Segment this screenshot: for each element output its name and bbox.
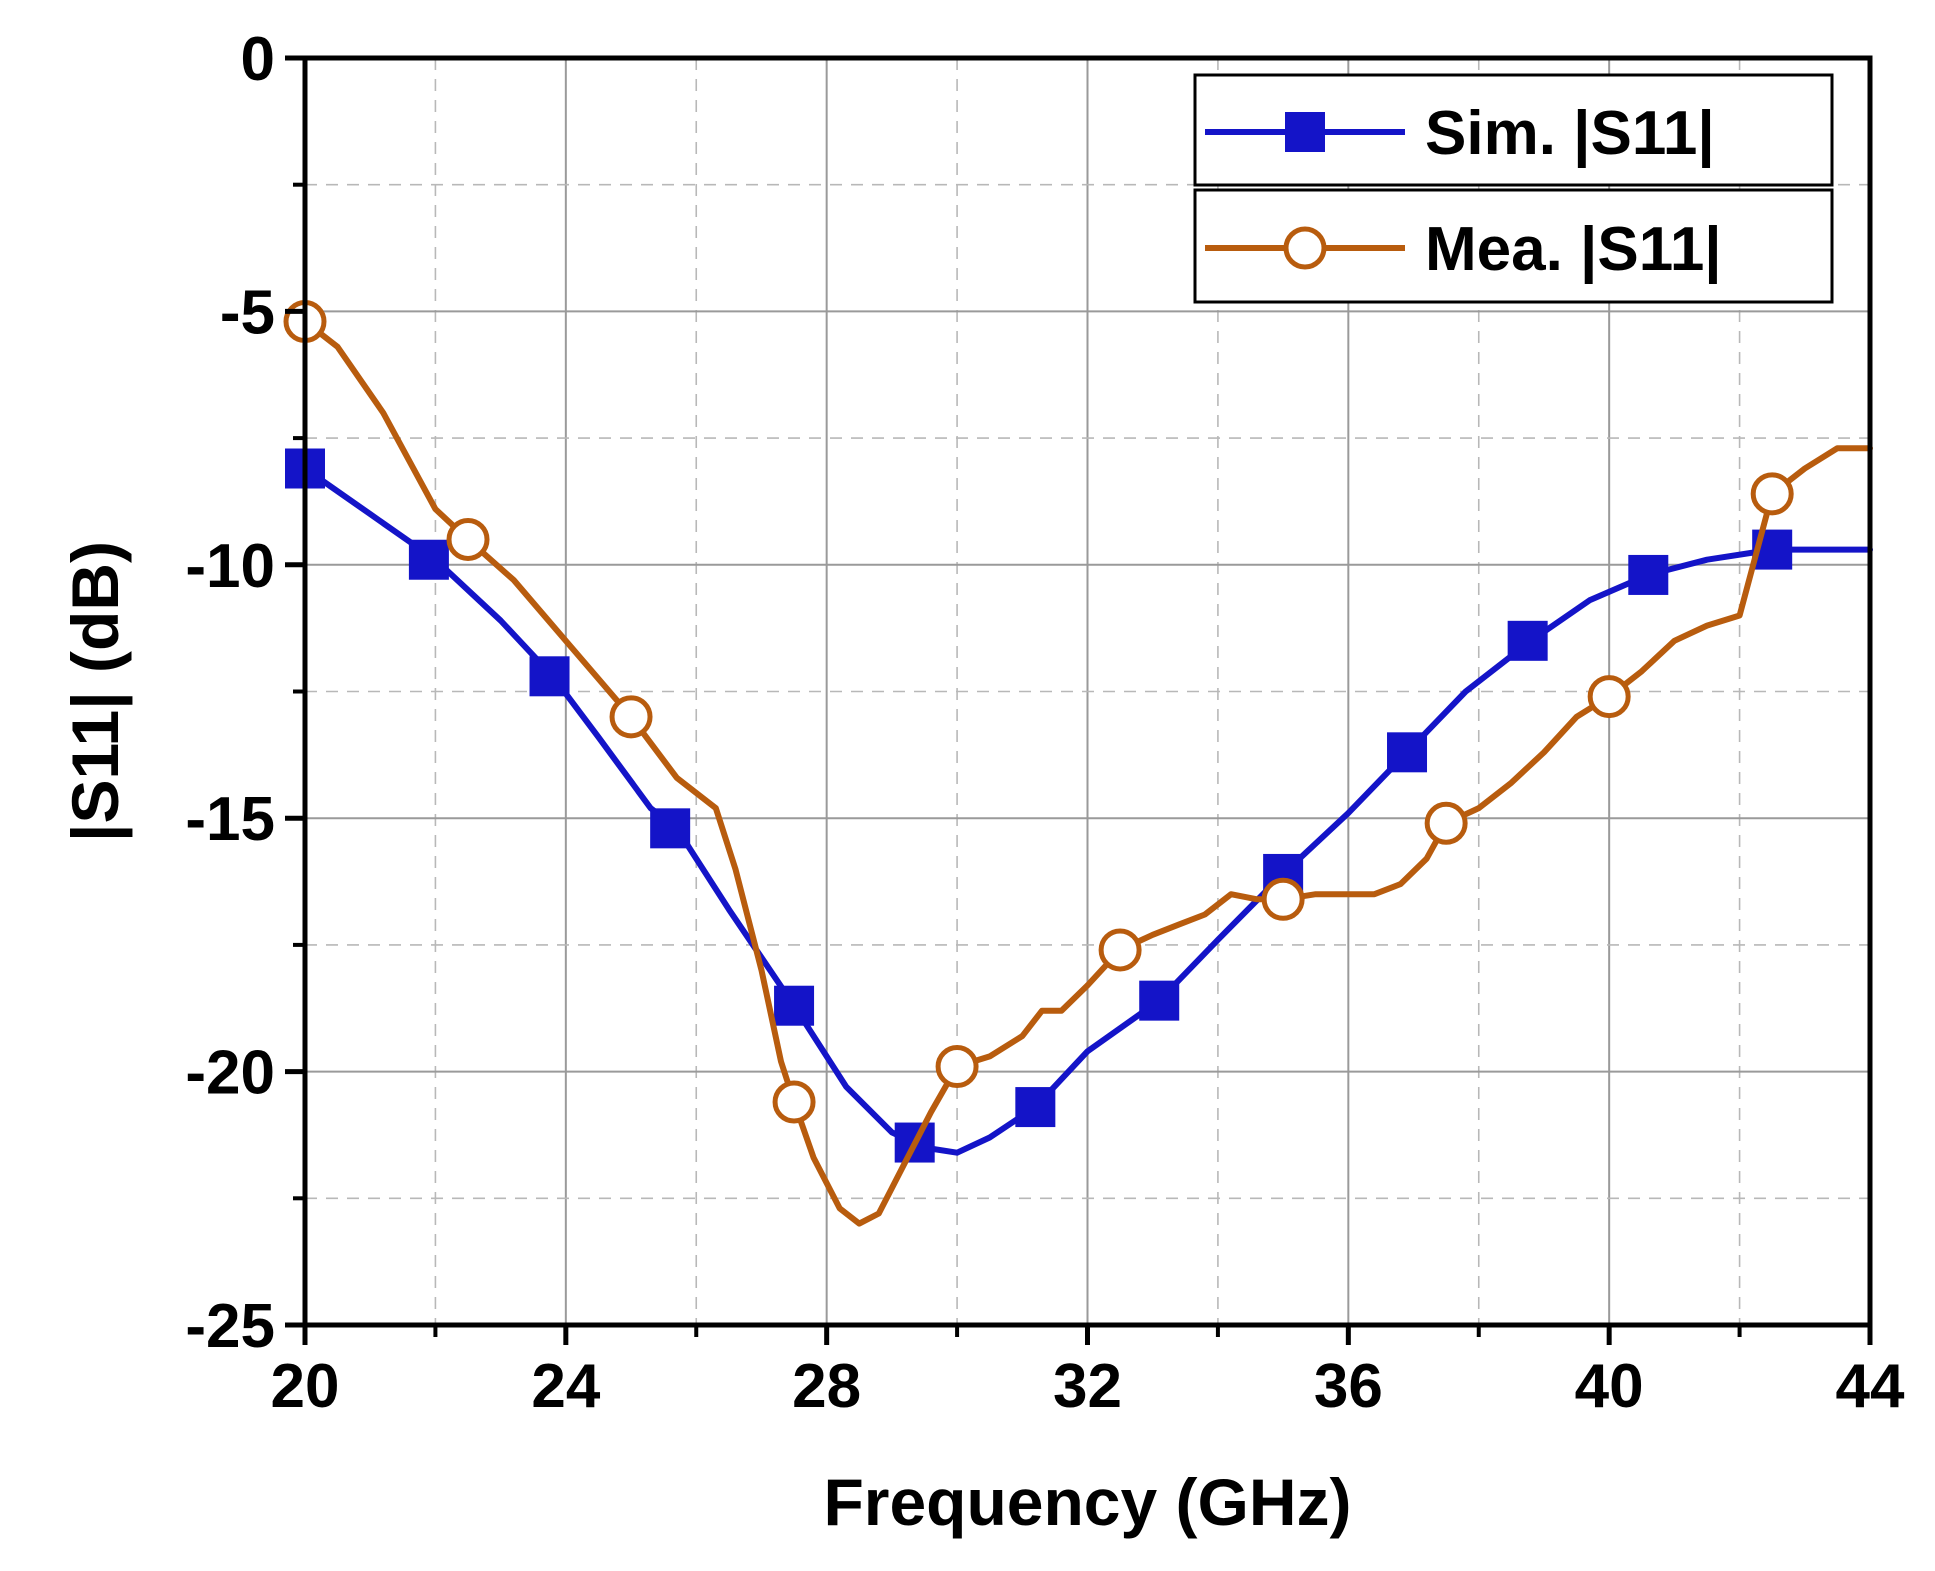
legend-label-sim: Sim. |S11| (1425, 99, 1715, 169)
legend-marker-sim (1285, 112, 1325, 152)
y-tick-label: -20 (185, 1039, 275, 1108)
data-point-marker (609, 695, 653, 739)
y-axis-label: |S11| (dB) (58, 541, 134, 842)
legend-box-sim (1193, 73, 1834, 187)
series-mea (283, 300, 1873, 1227)
x-tick-label: 20 (271, 1352, 340, 1421)
y-tick-label: -5 (220, 278, 275, 347)
x-tick-label: 32 (1053, 1352, 1122, 1421)
legend-marker-mea (1283, 226, 1327, 270)
y-tick-label: -10 (185, 532, 275, 601)
data-point-marker (1139, 980, 1180, 1021)
tick-labels: 20 24 28 32 36 40 44 0 -5 -10 -15 -20 -25 (185, 25, 1905, 1421)
axis-ticks (285, 55, 1873, 1345)
data-point-marker (1387, 732, 1428, 773)
data-point-marker (1261, 877, 1305, 921)
x-tick-label: 44 (1836, 1352, 1905, 1421)
data-point-marker (1587, 675, 1631, 719)
legend-label-mea: Mea. |S11| (1425, 215, 1722, 285)
data-point-marker (774, 985, 815, 1026)
series-layer (283, 300, 1873, 1227)
data-point-marker (772, 1080, 816, 1124)
y-tick-label: 0 (241, 25, 275, 94)
data-point-marker (446, 517, 490, 561)
x-tick-label: 40 (1575, 1352, 1644, 1421)
data-point-marker (1628, 554, 1669, 595)
legend: Sim. |S11| Mea. |S11| (1193, 73, 1834, 304)
x-tick-label: 36 (1314, 1352, 1383, 1421)
data-point-marker (650, 808, 691, 849)
series-line (302, 318, 1873, 1227)
legend-sample-mea (1205, 226, 1405, 270)
data-point-marker (1015, 1087, 1056, 1128)
data-point-marker (1750, 472, 1794, 516)
data-point-marker (1424, 801, 1468, 845)
data-point-marker (935, 1045, 979, 1089)
data-point-marker (1507, 620, 1548, 661)
series-sim (285, 448, 1873, 1163)
x-tick-label: 24 (531, 1352, 600, 1421)
legend-sample-sim (1205, 112, 1405, 152)
data-point-marker (408, 539, 449, 580)
x-tick-label: 28 (792, 1352, 861, 1421)
data-point-marker (1098, 928, 1142, 972)
y-tick-label: -25 (185, 1292, 275, 1361)
series-line (302, 465, 1873, 1156)
y-tick-label: -15 (185, 785, 275, 854)
data-point-marker (529, 656, 570, 697)
x-axis-label: Frequency (GHz) (823, 1465, 1351, 1539)
